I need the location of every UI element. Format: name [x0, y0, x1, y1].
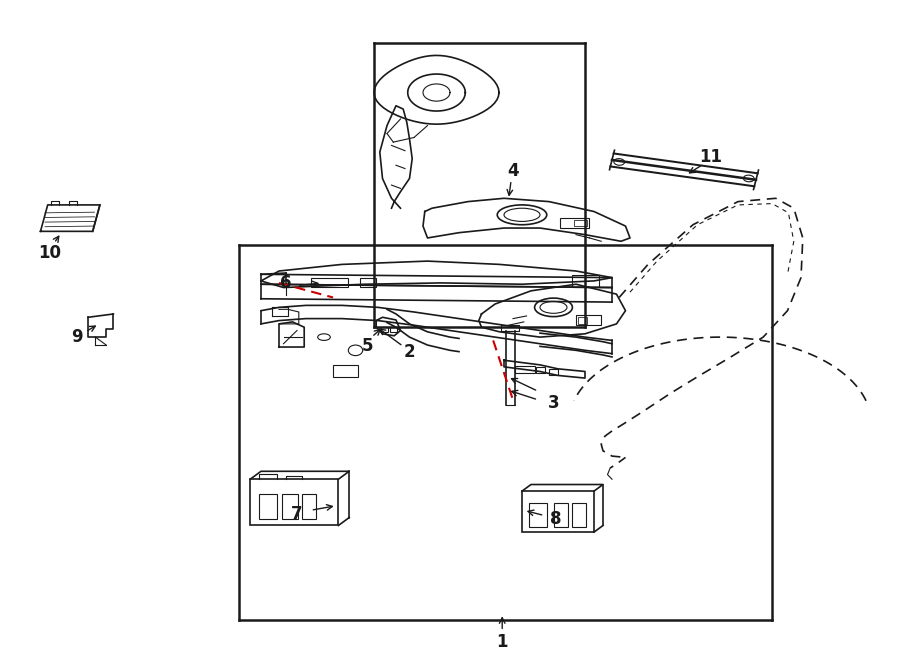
Bar: [302, 494, 316, 519]
Text: 6: 6: [281, 274, 292, 292]
Text: 11: 11: [699, 148, 723, 167]
Bar: [572, 275, 598, 287]
Bar: [578, 317, 587, 324]
Bar: [529, 503, 547, 527]
Bar: [576, 315, 601, 325]
Bar: [381, 327, 388, 332]
Bar: [259, 494, 277, 519]
Text: 1: 1: [497, 633, 508, 652]
Bar: [390, 327, 397, 332]
Bar: [574, 220, 587, 226]
Text: 9: 9: [71, 328, 82, 346]
Text: 3: 3: [548, 394, 559, 412]
Bar: [282, 494, 298, 519]
Text: 10: 10: [38, 243, 61, 262]
Text: 4: 4: [508, 161, 518, 180]
Bar: [250, 479, 338, 525]
Bar: [515, 366, 535, 373]
Bar: [572, 503, 586, 527]
Text: 5: 5: [362, 336, 373, 355]
Bar: [560, 218, 589, 228]
Bar: [310, 278, 348, 287]
Bar: [536, 367, 545, 373]
Text: 2: 2: [404, 342, 415, 361]
Bar: [554, 503, 568, 527]
Text: 8: 8: [551, 510, 562, 528]
Bar: [549, 369, 558, 375]
Bar: [360, 278, 376, 287]
Bar: [522, 491, 594, 532]
Text: 7: 7: [292, 505, 302, 524]
Bar: [333, 365, 358, 377]
